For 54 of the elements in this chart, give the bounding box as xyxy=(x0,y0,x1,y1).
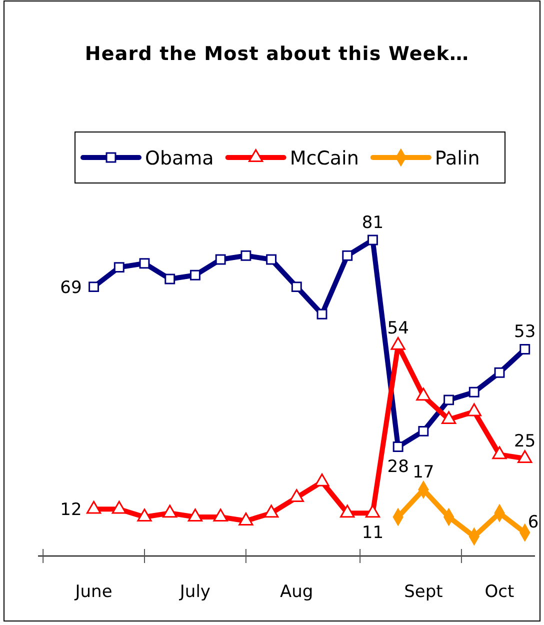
point xyxy=(266,254,277,265)
x-tick-label: Sept xyxy=(404,582,444,602)
point xyxy=(494,367,505,378)
point xyxy=(238,512,254,526)
data-label: 28 xyxy=(387,456,409,477)
point xyxy=(392,442,404,452)
point xyxy=(289,489,304,502)
point xyxy=(162,504,178,518)
point xyxy=(213,508,228,522)
legend-label: Obama xyxy=(145,148,214,170)
point xyxy=(416,388,431,401)
point xyxy=(164,274,176,284)
point xyxy=(466,403,482,416)
point xyxy=(188,508,203,522)
point xyxy=(365,504,380,518)
point xyxy=(342,250,353,261)
point xyxy=(88,282,100,292)
point xyxy=(112,500,126,514)
point xyxy=(240,250,252,261)
point xyxy=(367,234,378,246)
point xyxy=(441,411,456,424)
point xyxy=(190,270,200,280)
point xyxy=(340,504,355,518)
point xyxy=(264,504,279,518)
point xyxy=(137,508,152,522)
point xyxy=(316,308,328,320)
x-tick-label: July xyxy=(178,582,211,602)
data-label: 25 xyxy=(514,431,536,452)
point xyxy=(518,450,532,464)
x-tick-label: June xyxy=(74,582,112,602)
point xyxy=(492,446,507,460)
point xyxy=(114,262,124,273)
chart-title: Heard the Most about this Week… xyxy=(84,43,470,65)
data-label: 54 xyxy=(387,318,409,338)
point xyxy=(291,282,302,292)
point xyxy=(520,344,530,354)
point xyxy=(215,254,226,265)
point xyxy=(139,258,150,269)
data-label: 12 xyxy=(60,500,82,520)
data-label: 81 xyxy=(362,213,384,233)
point xyxy=(468,386,480,398)
x-tick-label: Oct xyxy=(484,582,515,602)
data-label: 17 xyxy=(412,462,434,483)
data-label: 6 xyxy=(528,512,539,533)
point xyxy=(314,474,330,486)
data-label: 53 xyxy=(514,322,536,342)
legend-label: Palin xyxy=(434,148,480,170)
x-tick-label: Aug xyxy=(280,582,314,602)
legend-label: McCain xyxy=(290,148,359,170)
point xyxy=(418,426,429,436)
point xyxy=(444,394,454,406)
data-label: 11 xyxy=(362,523,384,544)
data-label: 69 xyxy=(60,278,82,298)
point xyxy=(86,500,102,514)
